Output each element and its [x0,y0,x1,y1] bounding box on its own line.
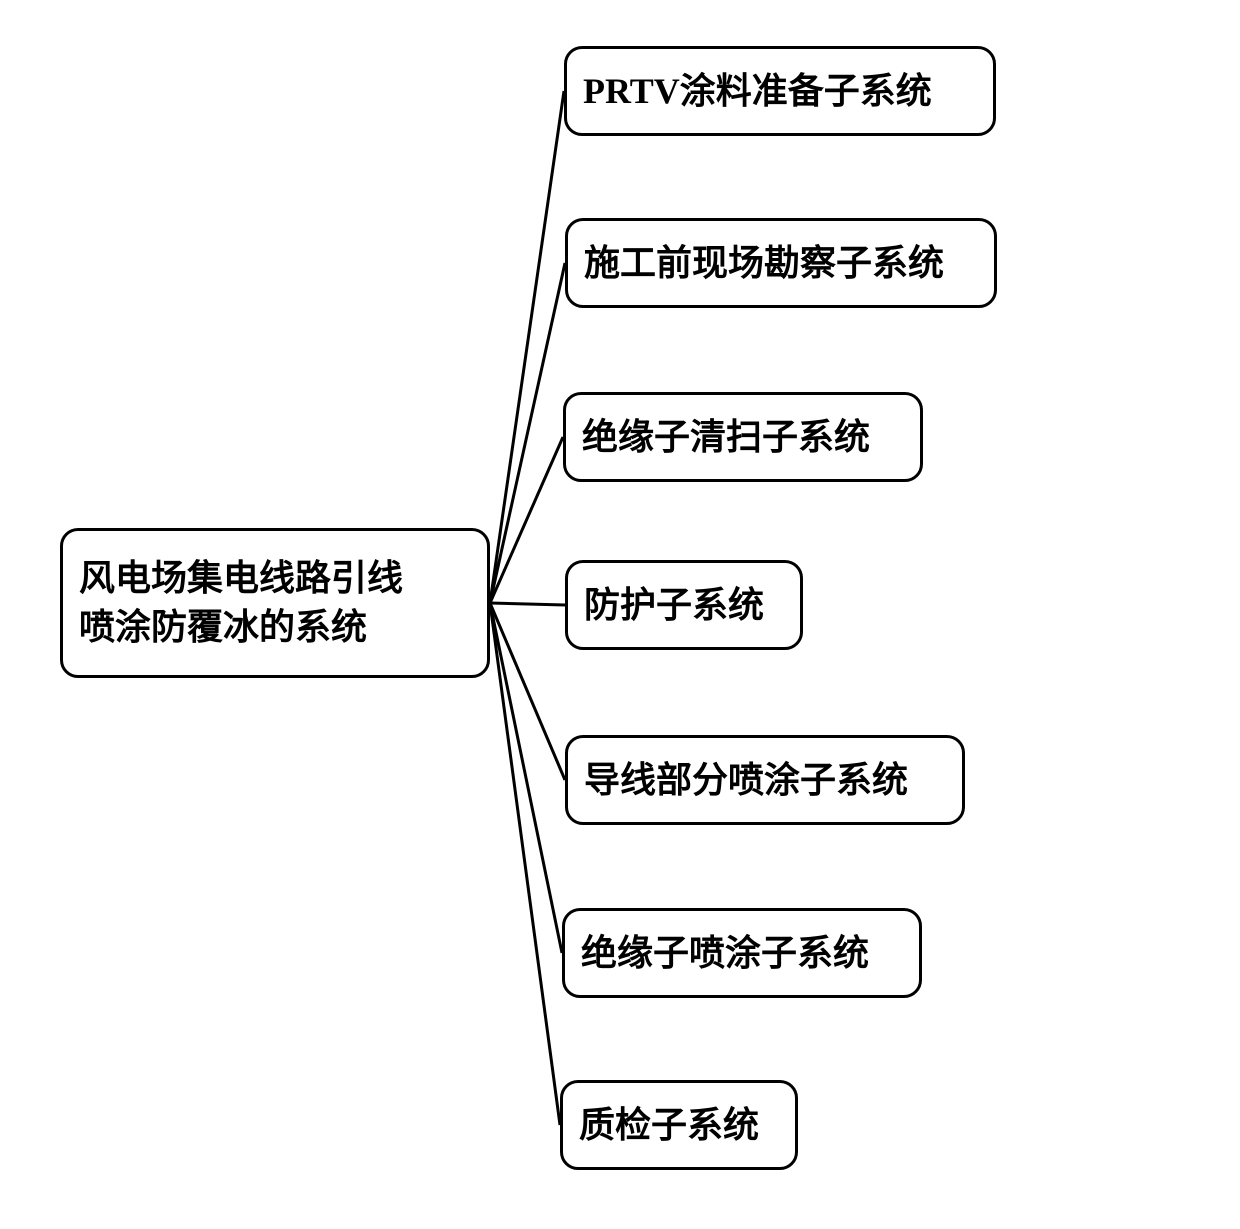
root-node: 风电场集电线路引线 喷涂防覆冰的系统 [60,528,490,678]
edge-5 [490,603,562,953]
diagram-canvas: 风电场集电线路引线 喷涂防覆冰的系统 PRTV涂料准备子系统施工前现场勘察子系统… [0,0,1240,1229]
edge-1 [490,263,565,603]
child-node-4: 导线部分喷涂子系统 [565,735,965,825]
child-node-6: 质检子系统 [560,1080,798,1170]
child-node-3: 防护子系统 [565,560,803,650]
edge-0 [490,91,564,603]
edge-6 [490,603,560,1125]
child-node-1: 施工前现场勘察子系统 [565,218,997,308]
edge-3 [490,603,565,605]
child-node-0: PRTV涂料准备子系统 [564,46,996,136]
child-node-2: 绝缘子清扫子系统 [563,392,923,482]
child-node-5: 绝缘子喷涂子系统 [562,908,922,998]
